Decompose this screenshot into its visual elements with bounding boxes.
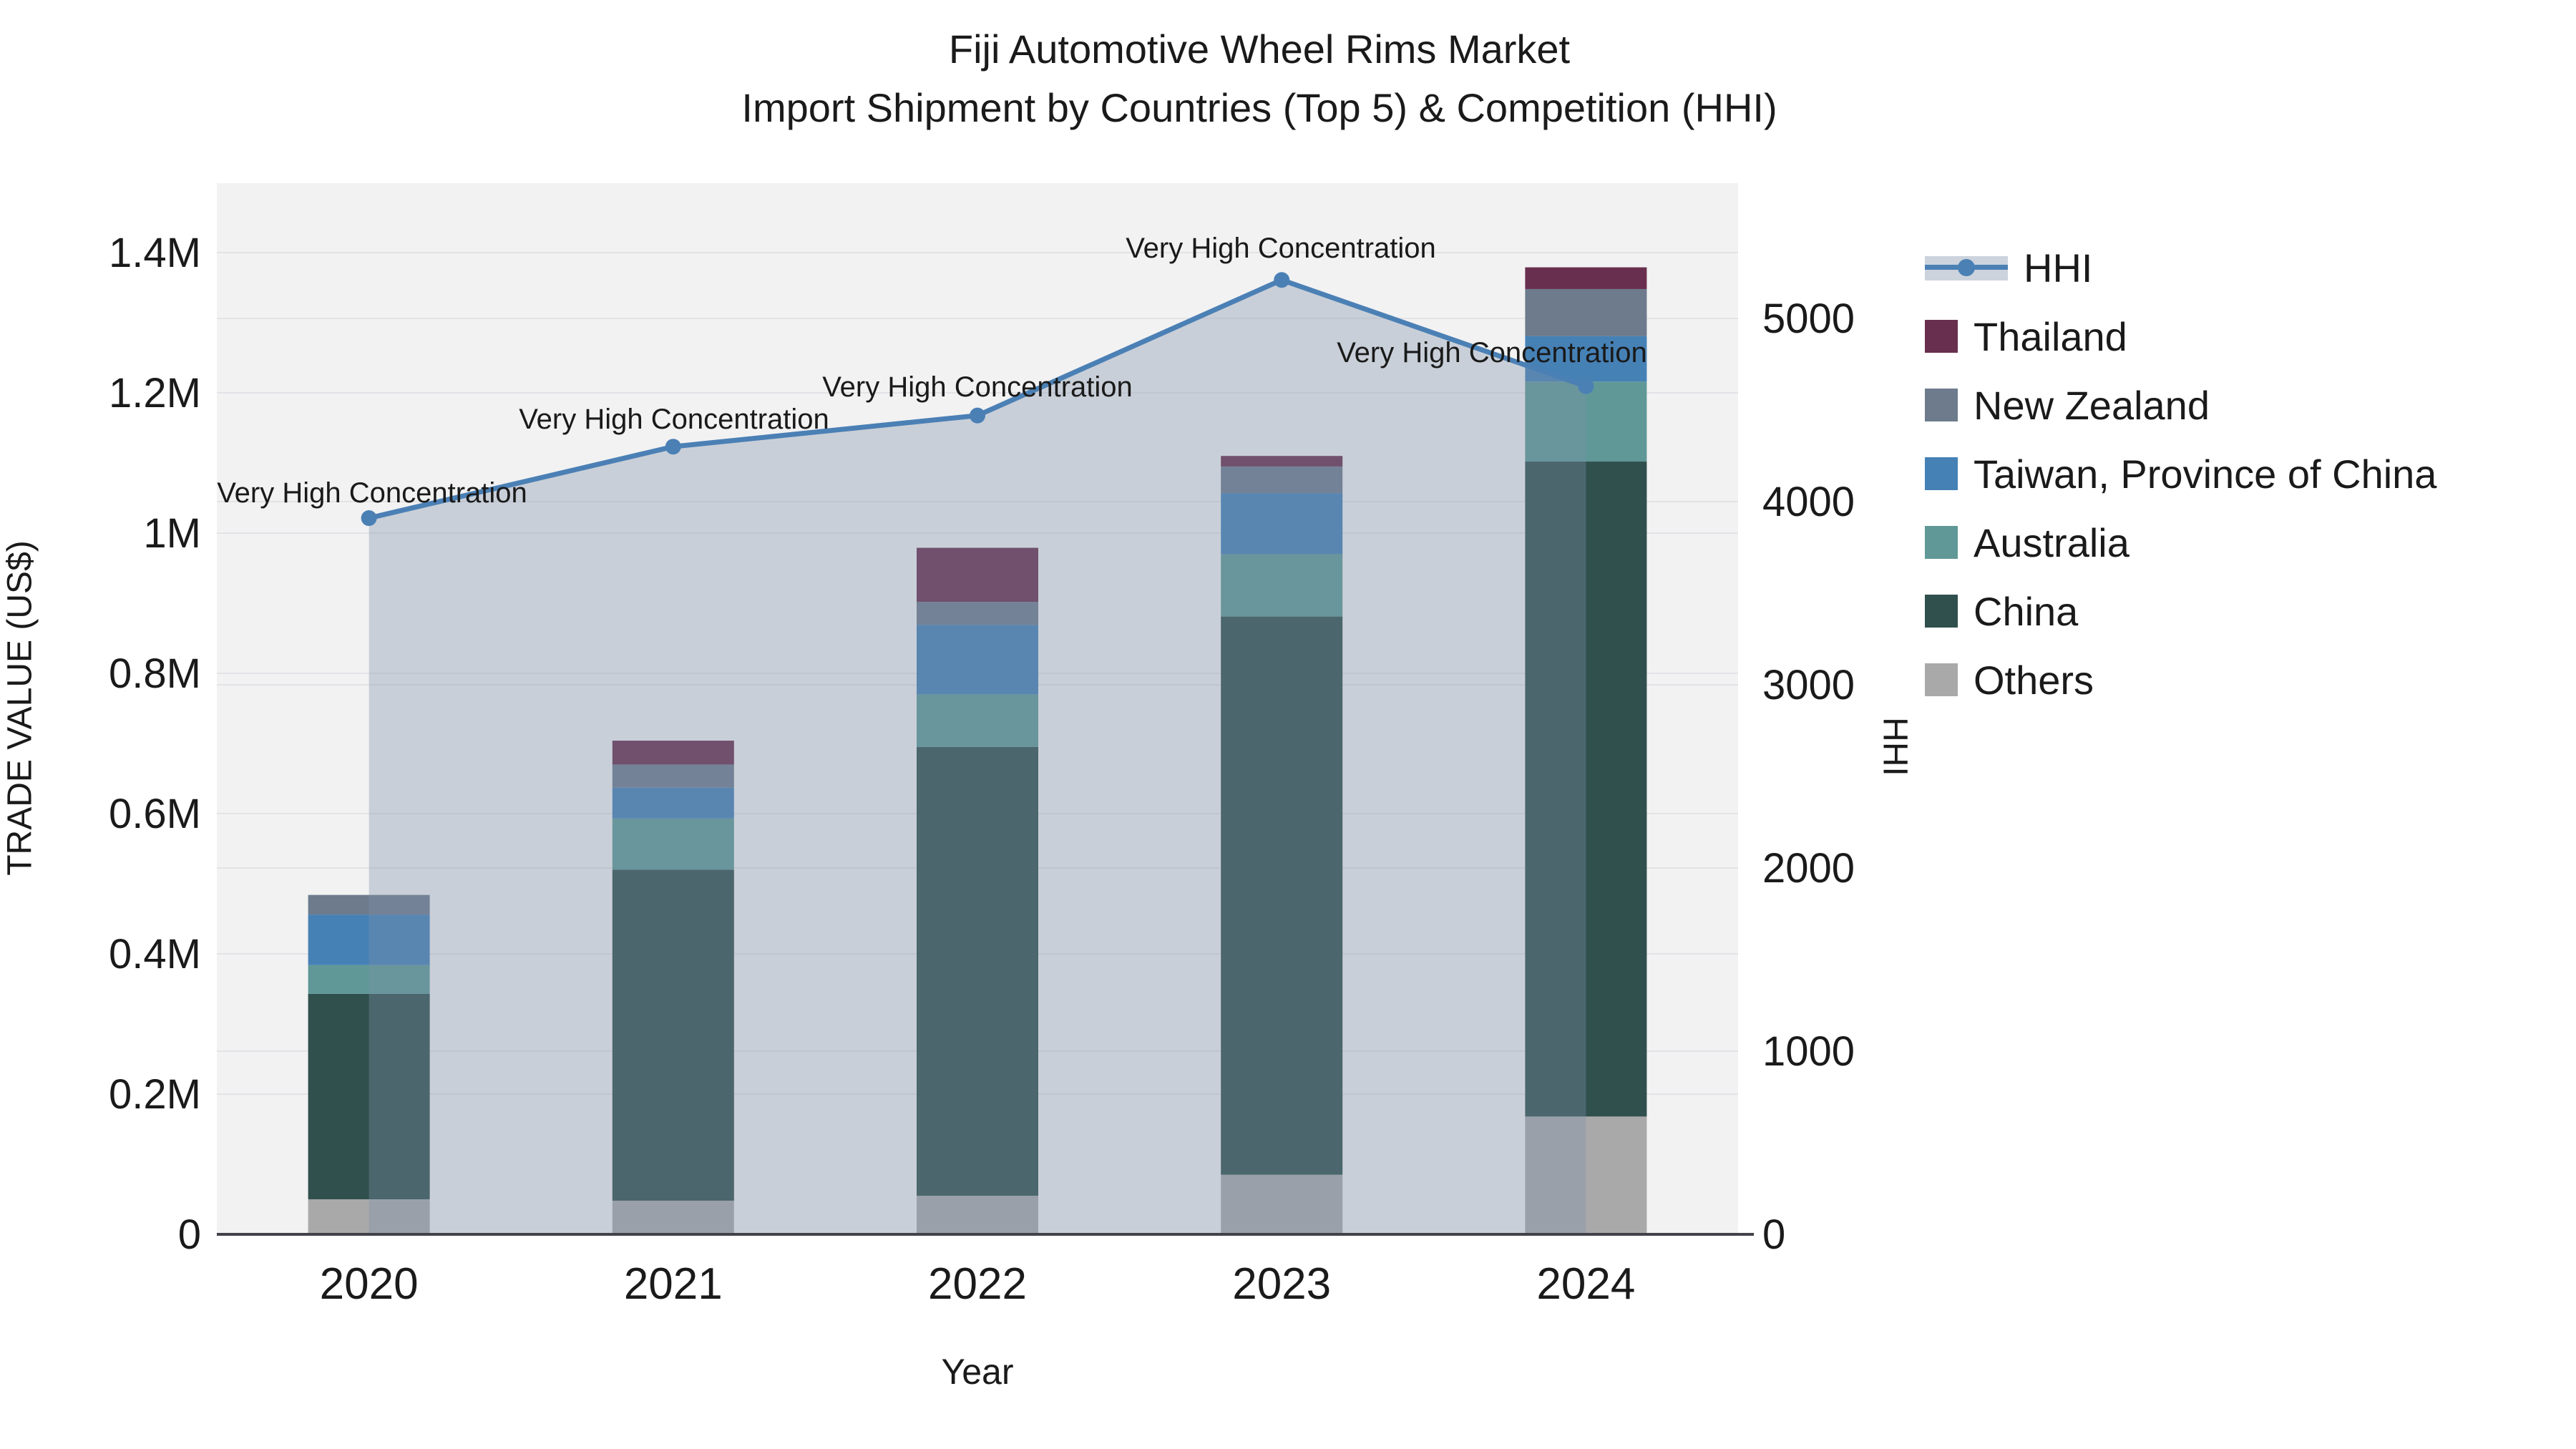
bar-segment-taiwan-province-of-china[interactable] <box>612 787 734 819</box>
bar-segment-thailand[interactable] <box>1525 267 1647 289</box>
annotation-very-high-concentration: Very High Concentration <box>1337 337 1647 369</box>
legend-item-australia[interactable]: Australia <box>1925 508 2436 577</box>
bar-segment-thailand[interactable] <box>1221 456 1343 467</box>
annotation-very-high-concentration: Very High Concentration <box>822 371 1133 403</box>
bar-segment-china[interactable] <box>1221 616 1343 1175</box>
hhi-marker-2021[interactable] <box>665 439 681 455</box>
bar-segment-china[interactable] <box>1525 462 1647 1117</box>
bar-segment-new-zealand[interactable] <box>612 764 734 788</box>
bar-segment-others[interactable] <box>1221 1174 1343 1234</box>
chart-title-line1: Fiji Automotive Wheel Rims Market <box>948 26 1571 72</box>
hhi-marker-2020[interactable] <box>361 510 377 527</box>
legend-color-swatch <box>1925 457 1958 490</box>
chart-title: Fiji Automotive Wheel Rims Market Import… <box>0 20 2519 137</box>
legend-label: Taiwan, Province of China <box>1974 451 2437 497</box>
left-tick-label: 1M <box>143 510 201 557</box>
bar-segment-australia[interactable] <box>917 694 1038 747</box>
bar-segment-taiwan-province-of-china[interactable] <box>917 625 1038 695</box>
annotation-very-high-concentration: Very High Concentration <box>217 477 527 509</box>
right-tick-label: 3000 <box>1762 662 1855 708</box>
legend-item-china[interactable]: China <box>1925 577 2436 645</box>
right-tick-label: 4000 <box>1762 479 1855 525</box>
legend-item-taiwan-province-of-china[interactable]: Taiwan, Province of China <box>1925 439 2436 508</box>
left-tick-label: 0.4M <box>109 931 201 977</box>
hhi-marker-2023[interactable] <box>1274 272 1290 288</box>
hhi-area-fill <box>369 280 1586 1234</box>
legend-item-others[interactable]: Others <box>1925 645 2436 714</box>
right-tick-label: 1000 <box>1762 1028 1855 1075</box>
x-tick-label: 2020 <box>320 1259 419 1309</box>
bar-segment-taiwan-province-of-china[interactable] <box>1221 493 1343 555</box>
legend-label: Thailand <box>1974 313 2127 359</box>
legend-color-swatch <box>1925 389 1958 421</box>
legend-line-swatch <box>1925 249 2008 286</box>
left-tick-label: 0.8M <box>109 650 201 697</box>
bar-segment-others[interactable] <box>917 1196 1038 1234</box>
bar-segment-thailand[interactable] <box>612 741 734 765</box>
legend-color-swatch <box>1925 526 1958 559</box>
x-tick-label: 2021 <box>624 1259 723 1309</box>
x-tick-label: 2023 <box>1232 1259 1331 1309</box>
right-tick-label: 2000 <box>1762 845 1855 892</box>
legend-label: Australia <box>1974 519 2129 565</box>
bar-segment-taiwan-province-of-china[interactable] <box>308 914 430 965</box>
bar-segment-thailand[interactable] <box>917 547 1038 602</box>
legend-color-swatch <box>1925 663 1958 696</box>
x-tick-label: 2024 <box>1536 1259 1635 1309</box>
bar-segment-new-zealand[interactable] <box>917 602 1038 625</box>
legend: HHI Thailand New Zealand Taiwan, Province o… <box>1925 233 2436 714</box>
right-axis-title: HHI <box>1875 717 1914 776</box>
bar-segment-china[interactable] <box>612 869 734 1201</box>
bar-segment-new-zealand[interactable] <box>1525 288 1647 336</box>
bar-segment-australia[interactable] <box>1525 381 1647 462</box>
legend-label: New Zealand <box>1974 382 2210 428</box>
legend-item-thailand[interactable]: Thailand <box>1925 302 2436 371</box>
legend-label: HHI <box>2024 245 2093 291</box>
right-tick-label: 5000 <box>1762 296 1855 342</box>
legend-color-swatch <box>1925 595 1958 628</box>
left-tick-label: 1.4M <box>109 230 201 276</box>
left-axis-title: TRADE VALUE (US$) <box>1 540 39 876</box>
bar-segment-australia[interactable] <box>1221 554 1343 617</box>
bar-segment-australia[interactable] <box>612 818 734 870</box>
bar-segment-others[interactable] <box>308 1199 430 1234</box>
x-axis-title: Year <box>941 1352 1014 1392</box>
bar-segment-china[interactable] <box>308 993 430 1199</box>
x-tick-label: 2022 <box>928 1259 1027 1309</box>
legend-label: China <box>1974 588 2079 634</box>
annotation-very-high-concentration: Very High Concentration <box>1126 233 1436 264</box>
left-tick-label: 0.2M <box>109 1071 201 1118</box>
legend-color-swatch <box>1925 320 1958 353</box>
bar-segment-china[interactable] <box>917 746 1038 1196</box>
bar-segment-new-zealand[interactable] <box>1221 466 1343 494</box>
left-tick-label: 0.6M <box>109 791 201 837</box>
hhi-marker-2024[interactable] <box>1578 378 1594 394</box>
legend-item-hhi[interactable]: HHI <box>1925 233 2436 302</box>
bar-segment-new-zealand[interactable] <box>308 894 430 915</box>
legend-item-new-zealand[interactable]: New Zealand <box>1925 371 2436 439</box>
bar-segment-others[interactable] <box>1525 1116 1647 1234</box>
right-tick-label: 0 <box>1762 1211 1785 1258</box>
annotation-very-high-concentration: Very High Concentration <box>519 404 829 435</box>
chart-title-line2: Import Shipment by Countries (Top 5) & C… <box>741 85 1777 130</box>
bar-segment-australia[interactable] <box>308 965 430 994</box>
bar-segment-others[interactable] <box>612 1200 734 1234</box>
legend-label: Others <box>1974 657 2094 703</box>
left-tick-label: 0 <box>178 1211 201 1258</box>
left-tick-label: 1.2M <box>109 370 201 416</box>
hhi-marker-2022[interactable] <box>970 407 985 424</box>
